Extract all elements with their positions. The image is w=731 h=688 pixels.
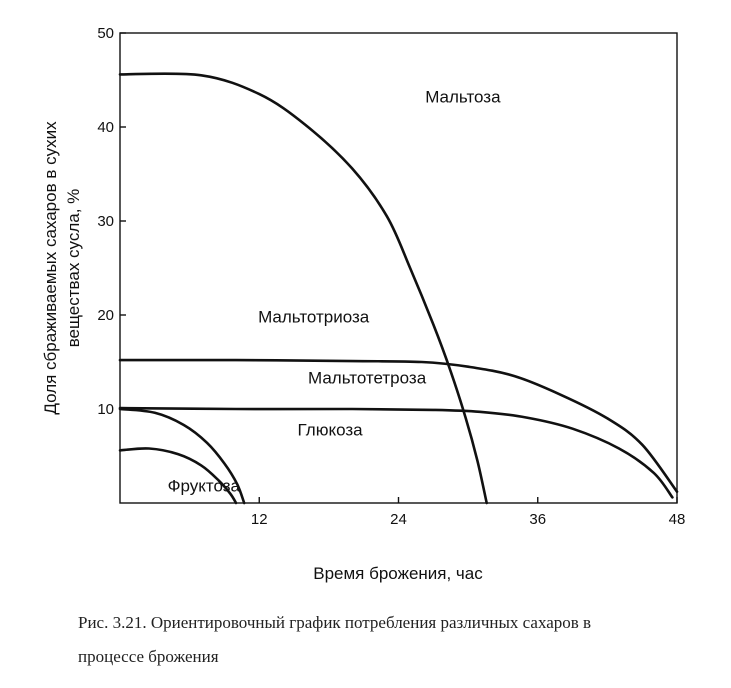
plot-frame — [119, 32, 678, 504]
figure-caption: Рис. 3.21. Ориентировочный график потреб… — [78, 606, 718, 674]
y-tick-label: 30 — [97, 213, 114, 230]
series-label-1: Мальтоза — [425, 88, 501, 107]
series-label-2: Мальтотриоза — [258, 308, 370, 327]
sugar-consumption-chart: 10 20 30 40 50 12 24 36 48 Мальтоза Мальтотриоза… — [41, 25, 685, 583]
series-labels: Мальтоза Мальтотриоза Мальтотетроза Глюкоза… — [168, 88, 502, 496]
y-tick-label: 40 — [97, 119, 114, 136]
series-line-5 — [118, 447, 238, 505]
caption-line-1: Рис. 3.21. Ориентировочный график потреб… — [78, 613, 592, 632]
x-axis: 12 24 36 48 — [251, 497, 685, 528]
y-tick-label: 10 — [97, 401, 114, 418]
y-axis: 10 20 30 40 50 — [97, 25, 126, 418]
series-curves — [118, 72, 679, 505]
y-axis-title-line-2: веществах сусла, % — [64, 189, 83, 348]
series-line-3 — [118, 406, 674, 499]
y-tick-label: 50 — [97, 25, 114, 42]
series-label-5: Фруктоза — [168, 477, 241, 496]
series-line-2 — [118, 358, 679, 493]
x-tick-label: 24 — [390, 511, 407, 528]
x-axis-title: Время брожения, час — [313, 564, 483, 583]
x-tick-label: 48 — [669, 511, 686, 528]
series-label-3: Мальтотетроза — [308, 369, 427, 388]
caption-line-2: процессе брожения — [78, 647, 219, 666]
x-tick-label: 12 — [251, 511, 268, 528]
y-axis-title-line-1: Доля сбраживаемых сахаров в сухих — [41, 121, 60, 415]
series-label-4: Глюкоза — [298, 420, 364, 439]
series-line-1 — [118, 72, 488, 505]
y-tick-label: 20 — [97, 307, 114, 324]
series-line-4 — [118, 407, 246, 505]
x-tick-label: 36 — [529, 511, 546, 528]
